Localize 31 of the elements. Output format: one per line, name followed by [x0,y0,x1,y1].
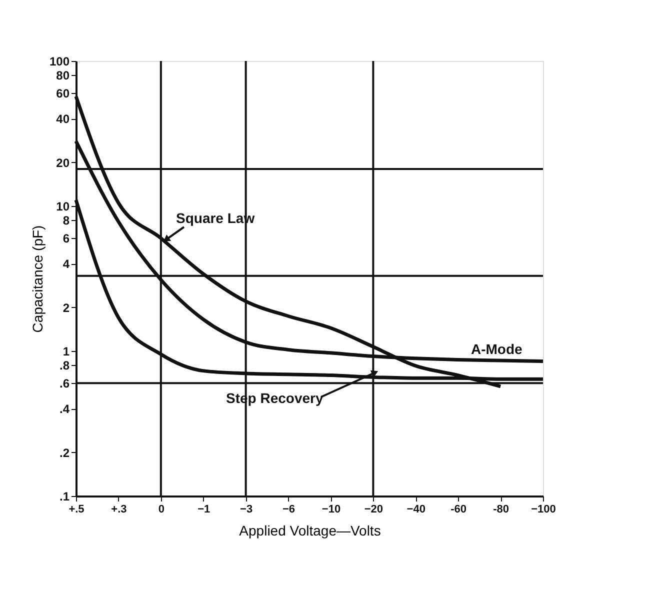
y-tick-label: .8 [59,358,70,373]
y-tick-label: 80 [56,68,70,83]
x-tick-label: −40 [406,504,426,516]
y-tick-label: .4 [59,402,70,416]
series-label: A-Mode [471,341,523,357]
x-tick-label: −6 [282,504,296,516]
y-tick-label: 20 [56,156,70,170]
x-tick-label: +.3 [111,504,127,516]
x-tick-label: -60 [450,504,467,516]
y-tick-label: 1 [62,344,70,358]
y-axis-title: Capacitance (pF) [29,225,46,333]
y-tick-label: 6 [62,232,70,246]
y-tick-label: 60 [56,86,70,101]
y-tick-label: .2 [59,446,70,460]
y-tick-label: .6 [59,376,70,391]
x-axis-title: Applied Voltage—Volts [239,522,381,538]
y-tick-label: 2 [62,300,70,315]
x-tick-label: −10 [322,504,341,516]
x-tick-label: −1 [198,504,210,516]
y-tick-label: .1 [59,490,70,504]
y-tick-label: 8 [62,214,70,228]
x-tick-label: −20 [364,504,384,516]
x-tick-label: −3 [240,504,253,516]
y-tick-label: 10 [56,200,70,214]
y-tick-label: 4 [62,257,70,272]
x-tick-label: -80 [493,504,509,516]
x-tick-label: −100 [531,504,556,516]
x-tick-label: +.5 [68,504,84,516]
y-tick-label: 40 [56,112,70,126]
x-tick-label: 0 [158,504,164,516]
y-tick-label: 100 [49,54,70,68]
